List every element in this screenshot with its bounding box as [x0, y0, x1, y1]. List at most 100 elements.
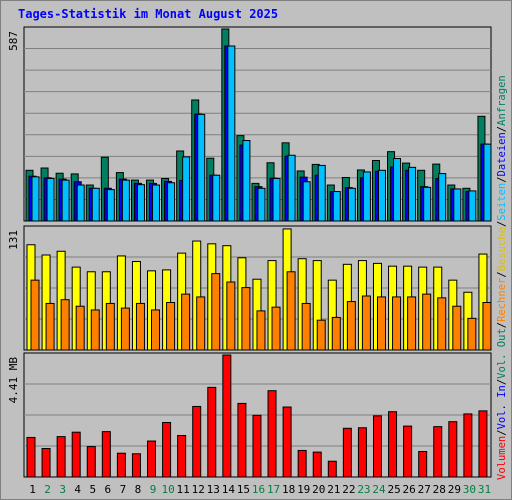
bar-rechner-day-29: [452, 305, 462, 351]
bar-rechner-day-24: [376, 296, 386, 351]
legend-entry: Vol. In: [496, 385, 508, 429]
bar-volumen-day-23: [357, 427, 367, 478]
bar-rechner-day-14: [226, 281, 236, 351]
panel-2-ymax-label: 131: [7, 230, 20, 250]
x-tick-label-day-27: 27: [418, 483, 431, 496]
bar-volumen-day-19: [297, 449, 307, 478]
bar-rechner-day-12: [196, 296, 206, 351]
bar-volumen-day-2: [41, 448, 51, 478]
legend-entry: Vol. Out: [496, 328, 508, 379]
x-tick-label-day-30: 30: [463, 483, 476, 496]
x-tick-label-day-25: 25: [387, 483, 400, 496]
bar-volumen-day-18: [282, 406, 292, 478]
bar-volumen-day-17: [267, 390, 277, 478]
bar-volumen-day-8: [131, 453, 141, 478]
legend-entry: /: [496, 126, 508, 132]
bar-volumen-day-21: [327, 460, 337, 478]
bar-seiten-day-27: [423, 186, 432, 222]
bar-seiten-day-2: [46, 177, 55, 222]
bar-rechner-day-4: [75, 305, 85, 351]
bar-volumen-day-15: [237, 402, 247, 478]
x-tick-label-day-14: 14: [222, 483, 236, 496]
bar-rechner-day-23: [361, 295, 371, 351]
bar-volumen-day-12: [192, 405, 202, 478]
panel-1-ymax-label: 587: [7, 31, 20, 51]
x-tick-label-day-7: 7: [120, 483, 127, 496]
bar-volumen-day-20: [312, 451, 322, 478]
bar-seiten-day-16: [257, 187, 266, 222]
x-tick-label-day-3: 3: [59, 483, 66, 496]
x-tick-label-day-15: 15: [237, 483, 250, 496]
bar-seiten-day-14: [227, 45, 236, 222]
x-tick-label-day-11: 11: [177, 483, 190, 496]
bar-rechner-day-27: [422, 293, 432, 351]
bar-seiten-day-10: [167, 182, 176, 222]
bar-volumen-day-3: [56, 436, 66, 478]
bar-rechner-day-17: [271, 306, 281, 351]
x-tick-label-day-23: 23: [357, 483, 370, 496]
bar-volumen-day-22: [342, 427, 352, 478]
x-tick-label-day-9: 9: [150, 483, 157, 496]
x-tick-label-day-4: 4: [74, 483, 81, 496]
x-tick-label-day-5: 5: [89, 483, 96, 496]
bar-volumen-day-16: [252, 414, 262, 478]
bar-seiten-day-15: [242, 140, 251, 222]
bar-rechner-day-10: [166, 302, 176, 351]
x-tick-label-day-1: 1: [29, 483, 36, 496]
bar-rechner-day-26: [407, 296, 417, 351]
bar-rechner-day-6: [105, 302, 115, 351]
bar-volumen-day-9: [147, 440, 157, 478]
legend-entry: /: [496, 429, 508, 435]
legend-entry: Seiten: [496, 183, 508, 221]
bar-seiten-day-28: [438, 173, 447, 222]
chart-title: Tages-Statistik im Monat August 2025: [18, 7, 279, 21]
bar-volumen-day-6: [101, 431, 111, 478]
bar-volumen-day-4: [71, 431, 81, 478]
bar-volumen-day-27: [418, 451, 428, 478]
bar-volumen-day-5: [86, 446, 96, 478]
legend-entry: /: [496, 379, 508, 385]
x-tick-label-day-19: 19: [297, 483, 310, 496]
bar-seiten-day-12: [197, 113, 206, 222]
x-tick-label-day-21: 21: [327, 483, 340, 496]
x-tick-label-day-16: 16: [252, 483, 265, 496]
bar-seiten-day-13: [212, 174, 221, 222]
bar-volumen-day-13: [207, 386, 217, 478]
x-tick-label-day-2: 2: [44, 483, 51, 496]
bar-seiten-day-21: [332, 191, 341, 222]
bar-seiten-day-25: [393, 158, 402, 222]
bar-seiten-day-9: [152, 184, 161, 222]
bar-seiten-day-23: [362, 171, 371, 222]
bar-rechner-day-5: [90, 309, 100, 351]
bar-volumen-day-24: [372, 415, 382, 478]
bar-volumen-day-1: [26, 436, 36, 478]
right-legend: Volumen/Vol. In/Vol. Out/Rechner/Besuche…: [496, 75, 508, 480]
bar-rechner-day-7: [120, 307, 130, 351]
x-tick-label-day-24: 24: [372, 483, 386, 496]
bar-rechner-day-11: [181, 293, 191, 351]
bar-volumen-day-30: [463, 413, 473, 478]
x-tick-label-day-31: 31: [478, 483, 491, 496]
bar-volumen-day-29: [448, 421, 458, 478]
legend-entry: Besuche: [496, 227, 508, 271]
bar-volumen-day-31: [478, 410, 488, 478]
bar-rechner-day-2: [45, 302, 55, 351]
bar-seiten-day-26: [408, 166, 417, 222]
bar-volumen-day-26: [403, 425, 413, 478]
bar-volumen-day-7: [116, 452, 126, 478]
x-tick-label-day-6: 6: [105, 483, 112, 496]
legend-entry: Anfragen: [496, 75, 508, 126]
bar-rechner-day-20: [316, 319, 326, 351]
x-tick-label-day-26: 26: [403, 483, 416, 496]
x-tick-label-day-18: 18: [282, 483, 295, 496]
legend-entry: Dateien: [496, 132, 508, 176]
bar-seiten-day-31: [483, 143, 492, 222]
x-tick-label-day-28: 28: [433, 483, 446, 496]
legend-entry: Volumen: [496, 436, 508, 480]
bar-volumen-day-11: [177, 435, 187, 478]
x-tick-label-day-8: 8: [135, 483, 142, 496]
bar-rechner-day-13: [211, 273, 221, 351]
bar-rechner-day-22: [346, 301, 356, 351]
bar-volumen-day-14: [222, 354, 232, 478]
